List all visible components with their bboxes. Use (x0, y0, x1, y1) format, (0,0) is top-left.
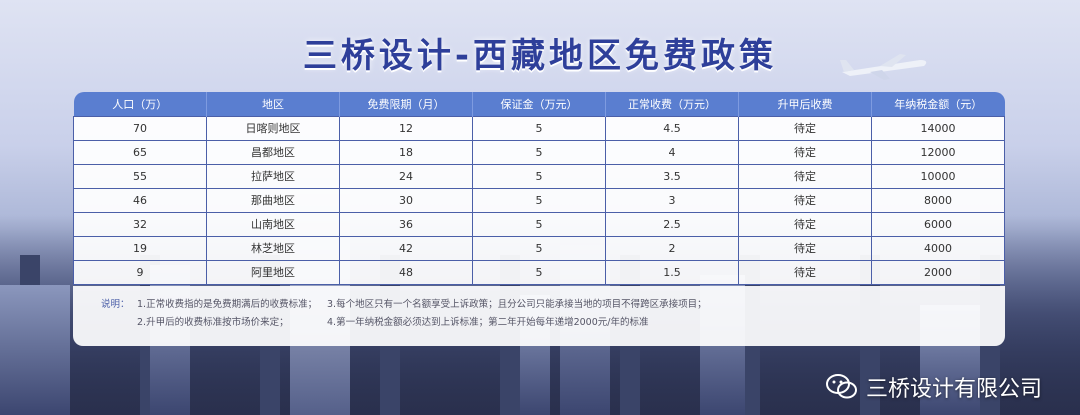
table-cell: 5 (472, 115, 606, 141)
policy-table: 人口（万） 地区 免费限期（月） 保证金（万元） 正常收费（万元） 升甲后收费 … (73, 92, 1005, 285)
table-cell: 6000 (871, 211, 1005, 237)
page-title: 三桥设计-西藏地区免费政策 (302, 36, 778, 76)
table-cell: 2.5 (605, 211, 739, 237)
table-cell: 12 (339, 115, 473, 141)
table-cell: 32 (73, 211, 207, 237)
table-cell: 5 (472, 187, 606, 213)
table-cell: 1.5 (605, 259, 739, 285)
table-row: 70 日喀则地区 12 5 4.5 待定 14000 (73, 115, 1005, 141)
table-cell: 3.5 (605, 163, 739, 189)
table-cell: 42 (339, 235, 473, 261)
header-upgraded-fee: 升甲后收费 (738, 92, 872, 116)
header-population: 人口（万） (73, 92, 207, 116)
table-cell: 待定 (738, 211, 872, 237)
table-cell: 待定 (738, 163, 872, 189)
table-cell: 待定 (738, 139, 872, 165)
table-cell: 46 (73, 187, 207, 213)
table-cell: 18 (339, 139, 473, 165)
table-cell: 36 (339, 211, 473, 237)
table-cell: 5 (472, 163, 606, 189)
table-cell: 8000 (871, 187, 1005, 213)
watermark: 三桥设计有限公司 (825, 371, 1042, 403)
header-region: 地区 (206, 92, 340, 116)
table-cell: 待定 (738, 115, 872, 141)
table-cell: 70 (73, 115, 207, 141)
table-cell: 48 (339, 259, 473, 285)
table-cell: 10000 (871, 163, 1005, 189)
table-cell: 24 (339, 163, 473, 189)
table-cell: 待定 (738, 259, 872, 285)
table-cell: 拉萨地区 (206, 163, 340, 189)
table-cell: 日喀则地区 (206, 115, 340, 141)
table-row: 9 阿里地区 48 5 1.5 待定 2000 (73, 259, 1005, 285)
table-cell: 待定 (738, 187, 872, 213)
watermark-text: 三桥设计有限公司 (865, 377, 1042, 402)
table-cell: 5 (472, 211, 606, 237)
table-cell: 4.5 (605, 115, 739, 141)
table-cell: 4 (605, 139, 739, 165)
table-cell: 19 (73, 235, 207, 261)
table-header-row: 人口（万） 地区 免费限期（月） 保证金（万元） 正常收费（万元） 升甲后收费 … (73, 92, 1005, 116)
table-cell: 那曲地区 (206, 187, 340, 213)
table-cell: 5 (472, 259, 606, 285)
table-cell: 2 (605, 235, 739, 261)
table-cell: 林芝地区 (206, 235, 340, 261)
header-deposit: 保证金（万元） (472, 92, 606, 116)
note-4: 4.第一年纳税金额必须达到上诉标准；第二年开始每年递增2000元/年的标准 (327, 317, 649, 328)
table-cell: 山南地区 (206, 211, 340, 237)
table-cell: 30 (339, 187, 473, 213)
table-row: 65 昌都地区 18 5 4 待定 12000 (73, 139, 1005, 165)
table-cell: 14000 (871, 115, 1005, 141)
table-cell: 阿里地区 (206, 259, 340, 285)
table-cell: 2000 (871, 259, 1005, 285)
table-cell: 12000 (871, 139, 1005, 165)
wechat-icon (825, 374, 857, 399)
table-row: 46 那曲地区 30 5 3 待定 8000 (73, 187, 1005, 213)
table-cell: 5 (472, 139, 606, 165)
table-cell: 昌都地区 (206, 139, 340, 165)
table-cell: 待定 (738, 235, 872, 261)
table-row: 19 林芝地区 42 5 2 待定 4000 (73, 235, 1005, 261)
header-annual-tax: 年纳税金额（元） (871, 92, 1005, 116)
table-row: 55 拉萨地区 24 5 3.5 待定 10000 (73, 163, 1005, 189)
table-cell: 9 (73, 259, 207, 285)
table-row: 32 山南地区 36 5 2.5 待定 6000 (73, 211, 1005, 237)
note-3: 3.每个地区只有一个名额享受上诉政策；且分公司只能承接当地的项目不得跨区承接项目… (327, 299, 707, 310)
table-cell: 5 (472, 235, 606, 261)
header-normal-fee: 正常收费（万元） (605, 92, 739, 116)
table-cell: 3 (605, 187, 739, 213)
table-cell: 55 (73, 163, 207, 189)
notes-box: 说明： 1.正常收费指的是免费期满后的收费标准； 3.每个地区只有一个名额享受上诉政… (73, 286, 1005, 346)
header-free-period: 免费限期（月） (339, 92, 473, 116)
notes-label: 说明： (101, 299, 130, 310)
airplane-icon (840, 54, 927, 80)
table-cell: 4000 (871, 235, 1005, 261)
table-cell: 65 (73, 139, 207, 165)
note-1: 1.正常收费指的是免费期满后的收费标准； (137, 299, 318, 310)
note-2: 2.升甲后的收费标准按市场价来定； (137, 317, 289, 328)
